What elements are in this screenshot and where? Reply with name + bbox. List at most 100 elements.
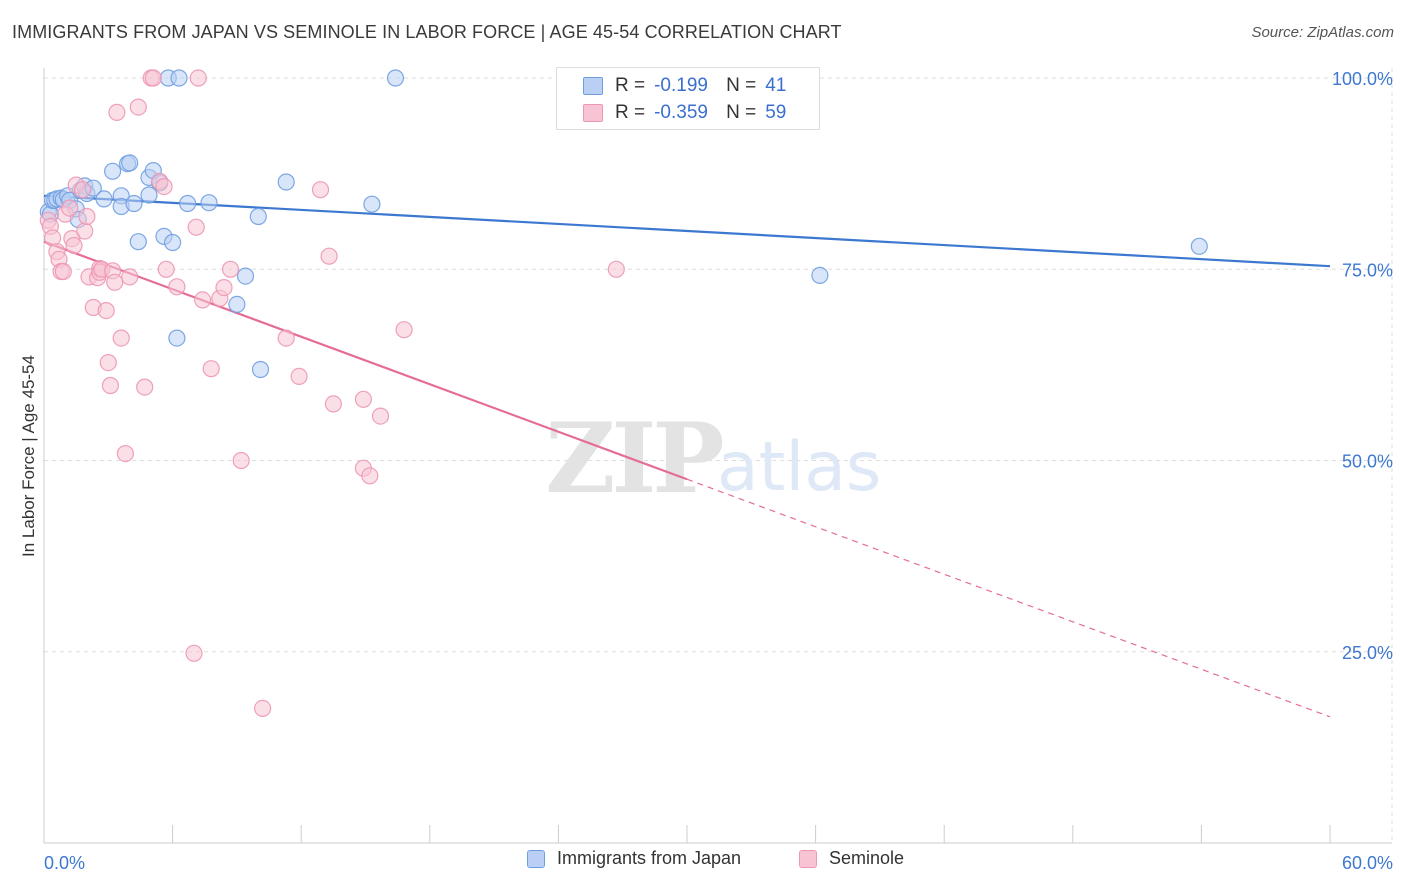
point-japan-20[interactable] <box>121 154 139 172</box>
stats-row-japan: R = -0.199 N = 41 <box>583 73 786 99</box>
point-seminole-13[interactable] <box>76 222 94 240</box>
legend-swatch-seminole <box>799 849 817 868</box>
y-tick-label-50: 50.0% <box>1342 452 1393 472</box>
point-seminole-48[interactable] <box>277 329 295 347</box>
y-tick-label-75: 75.0% <box>1342 260 1393 280</box>
legend-item-japan[interactable]: Immigrants from Japan <box>527 848 741 869</box>
point-seminole-42[interactable] <box>202 360 220 378</box>
point-japan-39[interactable] <box>363 195 381 213</box>
stats-r-value-japan: -0.199 <box>654 75 708 96</box>
point-seminole-33[interactable] <box>144 69 162 87</box>
legend: Immigrants from Japan Seminole <box>0 848 1406 878</box>
chart-title: IMMIGRANTS FROM JAPAN VS SEMINOLE IN LAB… <box>12 22 842 42</box>
axis-layer <box>43 68 1392 844</box>
trendline-seminole-extrapolated <box>686 478 1331 718</box>
point-seminole-44[interactable] <box>215 279 233 297</box>
point-japan-21[interactable] <box>125 194 143 213</box>
point-japan-40[interactable] <box>386 69 405 87</box>
point-seminole-45[interactable] <box>221 260 240 278</box>
point-japan-37[interactable] <box>251 360 270 379</box>
point-seminole-10[interactable] <box>65 236 83 255</box>
legend-swatch-japan <box>527 849 545 868</box>
point-japan-16[interactable] <box>103 162 122 180</box>
point-seminole-14[interactable] <box>78 207 96 226</box>
point-seminole-36[interactable] <box>157 260 175 278</box>
trendline-japan <box>43 194 1331 268</box>
stats-r-label: R = <box>615 102 646 123</box>
point-seminole-55[interactable] <box>361 467 379 485</box>
point-seminole-49[interactable] <box>290 367 308 385</box>
stats-box: R = -0.199 N = 41 R = -0.359 N = 59 <box>556 67 820 130</box>
point-seminole-46[interactable] <box>232 451 250 470</box>
label-layer: 25.0% 50.0% 75.0% 100.0% 0.0% 60.0% In Labor F… <box>19 69 1393 873</box>
watermark: ZIP atlas <box>545 402 881 515</box>
point-japan-42[interactable] <box>1190 237 1208 255</box>
point-seminole-27[interactable] <box>112 329 130 347</box>
point-seminole-30[interactable] <box>129 98 147 116</box>
watermark-atlas: atlas <box>717 428 881 507</box>
legend-item-seminole[interactable]: Seminole <box>799 848 904 869</box>
stats-n-value-japan: 41 <box>765 75 787 96</box>
point-japan-15[interactable] <box>95 190 113 208</box>
point-seminole-37[interactable] <box>168 278 186 296</box>
x-tick-label-60: 60.0% <box>1342 853 1393 873</box>
point-seminole-56[interactable] <box>371 407 390 425</box>
point-seminole-38[interactable] <box>185 644 203 662</box>
point-seminole-50[interactable] <box>311 181 330 199</box>
point-japan-22[interactable] <box>129 233 147 251</box>
point-seminole-6[interactable] <box>54 262 72 281</box>
stats-n-value-seminole: 59 <box>765 102 787 123</box>
point-seminole-23[interactable] <box>101 376 120 395</box>
points-layer <box>39 69 1208 718</box>
point-seminole-26[interactable] <box>108 103 126 122</box>
point-japan-31[interactable] <box>170 69 188 87</box>
point-seminole-47[interactable] <box>254 699 272 718</box>
point-seminole-51[interactable] <box>320 247 338 265</box>
source-label: Source: ZipAtlas.com <box>1251 24 1394 41</box>
stats-swatch-japan <box>583 77 603 95</box>
point-japan-34[interactable] <box>228 295 246 313</box>
point-seminole-28[interactable] <box>116 445 135 463</box>
point-japan-30[interactable] <box>168 329 186 347</box>
point-seminole-29[interactable] <box>121 268 139 286</box>
stats-swatch-seminole <box>583 104 603 122</box>
stats-row-seminole: R = -0.359 N = 59 <box>583 100 786 126</box>
point-japan-24[interactable] <box>140 186 158 204</box>
y-axis-label: In Labor Force | Age 45-54 <box>19 355 38 557</box>
point-seminole-54[interactable] <box>354 390 372 408</box>
point-seminole-40[interactable] <box>189 69 207 87</box>
point-seminole-8[interactable] <box>61 199 79 217</box>
y-tick-label-25: 25.0% <box>1342 643 1393 663</box>
series-seminole <box>39 69 625 718</box>
point-seminole-25[interactable] <box>106 273 124 291</box>
stats-r-label: R = <box>615 75 646 96</box>
stats-n-label: N = <box>726 75 757 96</box>
point-japan-32[interactable] <box>179 194 197 213</box>
point-seminole-41[interactable] <box>194 291 212 309</box>
legend-label-japan: Immigrants from Japan <box>557 848 742 868</box>
point-seminole-12[interactable] <box>73 181 92 199</box>
point-japan-35[interactable] <box>236 267 255 285</box>
point-japan-33[interactable] <box>200 194 218 212</box>
trendline-seminole <box>43 240 688 481</box>
grid-layer <box>44 68 1393 843</box>
stats-n-label: N = <box>726 102 757 123</box>
x-tick-label-0: 0.0% <box>44 853 85 873</box>
y-tick-label-100: 100.0% <box>1332 69 1393 89</box>
point-japan-41[interactable] <box>811 266 829 284</box>
point-japan-29[interactable] <box>164 233 182 252</box>
point-seminole-35[interactable] <box>155 178 173 196</box>
point-seminole-52[interactable] <box>324 395 342 413</box>
watermark-zip: ZIP <box>545 402 722 515</box>
point-seminole-21[interactable] <box>97 302 115 320</box>
point-seminole-39[interactable] <box>187 218 205 236</box>
point-japan-38[interactable] <box>277 173 295 191</box>
point-seminole-58[interactable] <box>607 260 625 278</box>
point-seminole-57[interactable] <box>395 321 413 339</box>
point-japan-36[interactable] <box>249 207 267 226</box>
point-seminole-31[interactable] <box>136 378 154 396</box>
point-seminole-22[interactable] <box>99 354 117 372</box>
legend-label-seminole: Seminole <box>829 848 905 868</box>
stats-r-value-seminole: -0.359 <box>654 102 708 123</box>
